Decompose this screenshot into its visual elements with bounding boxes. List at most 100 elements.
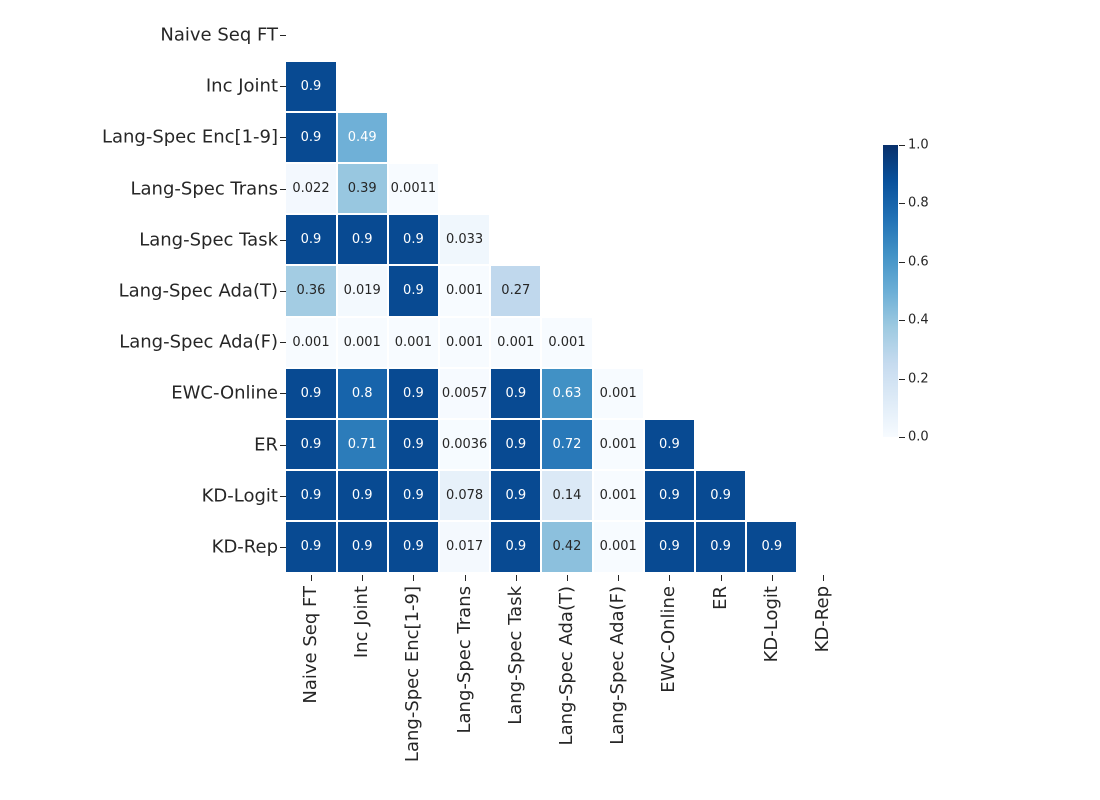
x-tick-label: KD-Logit: [760, 586, 782, 663]
colorbar-tick-mark: [898, 378, 905, 380]
colorbar-tick-mark: [898, 437, 905, 438]
heatmap-cell: 0.9: [336, 214, 388, 266]
x-tick-mark: [720, 574, 722, 581]
x-tick-label: Naive Seq FT: [300, 586, 321, 704]
x-tick-mark: [823, 574, 824, 581]
x-tick-mark: [515, 574, 517, 581]
heatmap-cell: 0.033: [439, 214, 491, 266]
heatmap-cell: 0.001: [387, 316, 439, 368]
x-tick-label: KD-Rep: [812, 586, 833, 653]
heatmap-cell: 0.36: [285, 265, 337, 317]
heatmap-cell: 0.9: [285, 470, 337, 522]
x-tick-label: Lang-Spec Task: [504, 586, 526, 725]
colorbar-tick-label: 0.0: [908, 429, 929, 445]
colorbar-gradient: [883, 145, 898, 437]
colorbar-tick-label: 0.8: [908, 195, 929, 211]
y-tick-label: Lang-Spec Ada(F): [119, 331, 278, 353]
heatmap-cell: 0.9: [387, 419, 439, 471]
heatmap-cell: 0.9: [336, 521, 388, 573]
y-tick-mark: [280, 86, 286, 88]
y-tick-label: ER: [254, 434, 278, 456]
heatmap-cell: 0.9: [490, 419, 542, 471]
heatmap-cell: 0.9: [336, 470, 388, 522]
x-tick-label: EWC-Online: [658, 586, 680, 693]
heatmap-cell: 0.001: [592, 367, 644, 419]
heatmap-cell: 0.017: [439, 521, 491, 573]
heatmap-cell: 0.001: [439, 265, 491, 317]
colorbar-tick-label: 1.0: [908, 137, 929, 153]
heatmap-cell: 0.9: [285, 111, 337, 163]
x-tick-label: Lang-Spec Trans: [453, 586, 475, 734]
colorbar-tick-mark: [898, 261, 905, 263]
y-tick-label: Lang-Spec Trans: [130, 178, 279, 200]
heatmap-cell: 0.078: [439, 470, 491, 522]
y-tick-mark: [280, 393, 286, 395]
colorbar-tick-mark: [898, 203, 905, 205]
y-tick-label: KD-Logit: [201, 485, 278, 507]
y-tick-mark: [280, 188, 286, 190]
x-tick-label: Inc Joint: [351, 586, 373, 659]
heatmap-cell: 0.9: [746, 521, 798, 573]
heatmap-cell: 0.001: [592, 521, 644, 573]
x-tick-label: Lang-Spec Ada(T): [556, 586, 577, 746]
y-tick-label: KD-Rep: [211, 536, 278, 558]
heatmap-cell: 0.9: [490, 367, 542, 419]
heatmap-cell: 0.001: [439, 316, 491, 368]
heatmap-cell: 0.001: [336, 316, 388, 368]
heatmap-cell: 0.9: [387, 265, 439, 317]
y-tick-mark: [280, 547, 286, 548]
heatmap-cell: 0.001: [285, 316, 337, 368]
heatmap-cell: 0.001: [490, 316, 542, 368]
y-tick-label: EWC-Online: [171, 382, 278, 404]
x-tick-mark: [771, 574, 773, 581]
heatmap-cell: 0.001: [541, 316, 593, 368]
colorbar-tick-label: 0.6: [908, 254, 929, 270]
colorbar-tick-mark: [898, 145, 905, 146]
heatmap-cell: 0.9: [490, 470, 542, 522]
colorbar-tick-mark: [898, 320, 905, 322]
heatmap-cell: 0.9: [285, 521, 337, 573]
heatmap-cell: 0.9: [387, 214, 439, 266]
heatmap-cell: 0.9: [285, 367, 337, 419]
heatmap-cell: 0.8: [336, 367, 388, 419]
x-tick-label: ER: [709, 586, 731, 610]
heatmap-cell: 0.14: [541, 470, 593, 522]
colorbar-tick-label: 0.2: [908, 371, 929, 387]
heatmap-cell: 0.9: [643, 470, 695, 522]
y-tick-mark: [280, 239, 286, 241]
y-tick-mark: [280, 35, 286, 36]
heatmap-cell: 0.39: [336, 163, 388, 215]
heatmap-cell: 0.022: [285, 163, 337, 215]
heatmap-cell: 0.9: [695, 470, 747, 522]
heatmap-cell: 0.9: [695, 521, 747, 573]
heatmap-cell: 0.019: [336, 265, 388, 317]
heatmap-cell: 0.0036: [439, 419, 491, 471]
heatmap-cell: 0.72: [541, 419, 593, 471]
heatmap-cell: 0.9: [387, 367, 439, 419]
y-tick-label: Inc Joint: [205, 75, 278, 97]
x-tick-mark: [567, 574, 568, 581]
heatmap-cell: 0.9: [285, 419, 337, 471]
heatmap-cell: 0.9: [387, 521, 439, 573]
y-tick-mark: [280, 444, 286, 446]
heatmap-cell: 0.9: [285, 60, 337, 112]
y-tick-mark: [280, 495, 286, 497]
heatmap-cell: 0.001: [592, 419, 644, 471]
y-tick-mark: [280, 291, 286, 292]
x-tick-mark: [362, 574, 364, 581]
y-tick-mark: [280, 342, 286, 344]
x-tick-mark: [413, 574, 415, 581]
heatmap-cell: 0.9: [490, 521, 542, 573]
heatmap-cell: 0.9: [387, 470, 439, 522]
heatmap-cell: 0.63: [541, 367, 593, 419]
x-tick-mark: [464, 574, 466, 581]
x-tick-mark: [311, 574, 312, 581]
y-tick-label: Lang-Spec Enc[1-9]: [101, 126, 278, 148]
heatmap-cell: 0.0057: [439, 367, 491, 419]
x-tick-label: Lang-Spec Enc[1-9]: [402, 586, 424, 763]
y-tick-mark: [280, 137, 286, 139]
heatmap-cell: 0.27: [490, 265, 542, 317]
y-tick-label: Lang-Spec Ada(T): [118, 280, 278, 302]
y-tick-label: Naive Seq FT: [160, 24, 278, 46]
